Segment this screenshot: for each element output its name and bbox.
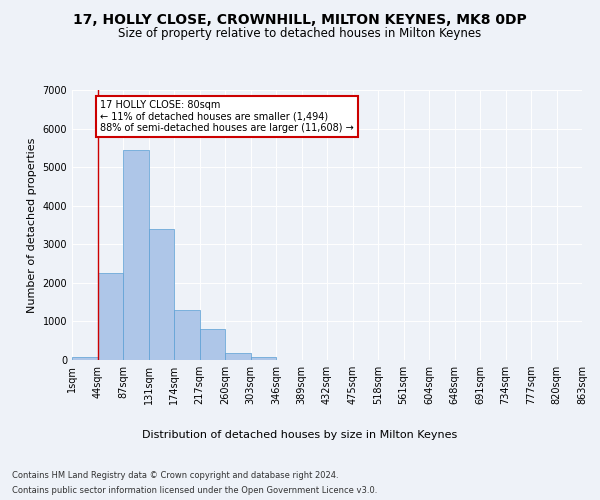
Bar: [251, 356, 276, 360]
Text: Contains HM Land Registry data © Crown copyright and database right 2024.: Contains HM Land Registry data © Crown c…: [12, 471, 338, 480]
Text: 17, HOLLY CLOSE, CROWNHILL, MILTON KEYNES, MK8 0DP: 17, HOLLY CLOSE, CROWNHILL, MILTON KEYNE…: [73, 12, 527, 26]
Text: Size of property relative to detached houses in Milton Keynes: Size of property relative to detached ho…: [118, 28, 482, 40]
Bar: [72, 358, 97, 360]
Bar: [123, 150, 149, 360]
Bar: [199, 329, 225, 360]
Y-axis label: Number of detached properties: Number of detached properties: [27, 138, 37, 312]
Bar: [174, 310, 199, 360]
Bar: [97, 273, 123, 360]
Bar: [225, 353, 251, 360]
Text: Contains public sector information licensed under the Open Government Licence v3: Contains public sector information licen…: [12, 486, 377, 495]
Bar: [149, 229, 174, 360]
Text: 17 HOLLY CLOSE: 80sqm
← 11% of detached houses are smaller (1,494)
88% of semi-d: 17 HOLLY CLOSE: 80sqm ← 11% of detached …: [100, 100, 354, 133]
Text: Distribution of detached houses by size in Milton Keynes: Distribution of detached houses by size …: [142, 430, 458, 440]
